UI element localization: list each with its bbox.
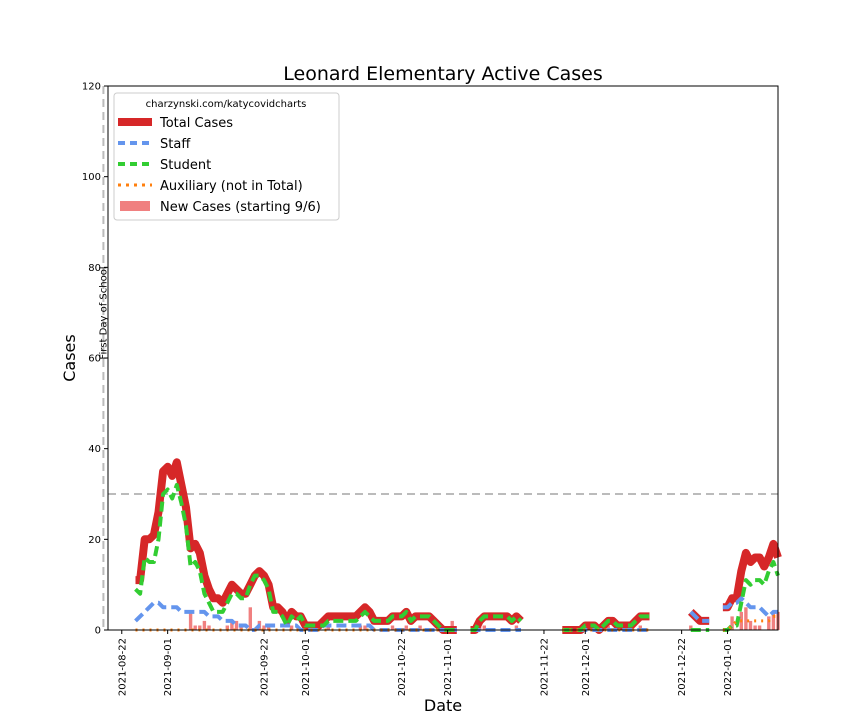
new-cases-bar bbox=[757, 625, 762, 630]
new-cases-bar bbox=[266, 625, 271, 630]
y-tick-label: 80 bbox=[88, 263, 101, 274]
new-cases-bar bbox=[767, 616, 771, 630]
new-cases-bar bbox=[689, 625, 693, 630]
x-tick-label: 2021-09-01 bbox=[163, 638, 174, 696]
new-cases-bar bbox=[248, 607, 252, 630]
new-cases-bar bbox=[748, 620, 753, 630]
y-axis: 0 20 40 60 80 100 120 bbox=[82, 82, 108, 637]
new-cases-bar bbox=[390, 625, 395, 630]
x-tick-label: 2022-01-01 bbox=[723, 638, 734, 696]
student-line bbox=[562, 614, 650, 632]
legend-source: charzynski.com/katycovidcharts bbox=[146, 99, 307, 110]
x-axis-label: Date bbox=[424, 696, 462, 715]
new-cases-bar bbox=[262, 625, 266, 630]
legend-label: Staff bbox=[160, 137, 191, 152]
legend-label: Student bbox=[160, 158, 211, 173]
new-cases-bar bbox=[202, 620, 207, 630]
new-cases-bar bbox=[188, 611, 193, 630]
y-tick-label: 100 bbox=[82, 172, 101, 183]
first-day-label: First Day of School bbox=[98, 266, 109, 359]
x-tick-label: 2021-09-22 bbox=[260, 638, 271, 696]
y-tick-label: 20 bbox=[88, 535, 101, 546]
new-cases-bar bbox=[606, 625, 610, 630]
new-cases-bar bbox=[730, 616, 734, 630]
new-cases-bar bbox=[193, 625, 197, 630]
new-cases-bar bbox=[225, 625, 229, 630]
y-tick-label: 120 bbox=[82, 82, 101, 93]
x-tick-label: 2021-10-22 bbox=[397, 638, 408, 696]
student-line bbox=[134, 482, 457, 632]
legend-swatch bbox=[120, 201, 150, 211]
new-cases-bar bbox=[744, 607, 748, 630]
legend-label: Total Cases bbox=[159, 116, 233, 131]
total-cases-line bbox=[722, 539, 782, 612]
new-cases-bar bbox=[418, 625, 422, 630]
new-cases-bar bbox=[753, 625, 757, 630]
legend-label: New Cases (starting 9/6) bbox=[160, 200, 321, 215]
new-cases-bar bbox=[239, 625, 243, 630]
y-axis-label: Cases bbox=[60, 334, 79, 382]
new-cases-bar bbox=[771, 611, 776, 630]
new-cases-bar bbox=[404, 625, 408, 630]
x-tick-label: 2021-11-22 bbox=[540, 638, 551, 696]
new-cases-bar bbox=[363, 625, 367, 630]
chart-title: Leonard Elementary Active Cases bbox=[283, 63, 602, 85]
new-cases-bar bbox=[207, 625, 211, 630]
new-cases-bar bbox=[638, 625, 642, 630]
legend-box bbox=[113, 92, 340, 221]
new-cases-bar bbox=[358, 625, 363, 630]
staff-line bbox=[722, 596, 778, 619]
new-cases-bar bbox=[198, 625, 202, 630]
x-tick-label: 2021-11-01 bbox=[443, 638, 454, 696]
x-tick-label: 2021-12-01 bbox=[581, 638, 592, 696]
legend-items: Total Cases Staff Student Auxiliary (not in… bbox=[118, 116, 321, 215]
y-tick-label: 0 bbox=[95, 626, 101, 637]
staff-line bbox=[689, 610, 710, 623]
y-tick-label: 40 bbox=[88, 444, 101, 455]
x-tick-label: 2021-12-22 bbox=[677, 638, 688, 696]
reference-lines: First Day of School bbox=[98, 86, 778, 630]
x-tick-label: 2021-08-22 bbox=[117, 638, 128, 696]
x-tick-label: 2021-10-01 bbox=[301, 638, 312, 696]
new-cases-bar bbox=[230, 620, 234, 630]
new-cases-bar bbox=[234, 620, 239, 630]
legend-label: Auxiliary (not in Total) bbox=[160, 179, 303, 194]
new-cases-bar bbox=[326, 625, 330, 630]
series-lines bbox=[134, 458, 782, 634]
new-cases-bar bbox=[514, 625, 519, 630]
student-line bbox=[470, 614, 523, 632]
total-cases-line bbox=[135, 458, 457, 634]
new-cases-bar bbox=[289, 625, 294, 630]
new-cases-bar bbox=[482, 625, 486, 630]
new-cases-bar bbox=[450, 620, 454, 630]
y-tick-label: 60 bbox=[88, 354, 101, 365]
x-axis: 2021-08-22 2021-09-01 2021-09-22 2021-10-01… bbox=[117, 630, 734, 696]
auxiliary-not-in-total-line bbox=[722, 614, 778, 632]
legend: charzynski.com/katycovidcharts Total Cas… bbox=[113, 92, 340, 221]
student-line bbox=[722, 560, 780, 632]
